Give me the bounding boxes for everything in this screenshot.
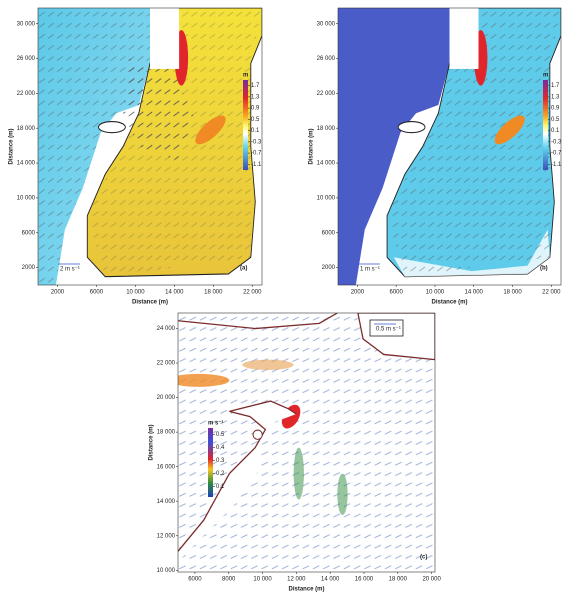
colorbar-tick-label: -0.7 — [551, 151, 562, 157]
scale-label: 1 m s⁻¹ — [360, 267, 380, 273]
colorbar-tick-label: -1.1 — [251, 162, 262, 168]
colorbar-tick-label: 0.2 — [216, 471, 225, 477]
colorbar — [243, 80, 248, 170]
colorbar-tick-label: 0.9 — [551, 106, 560, 112]
plot-frame — [337, 7, 562, 286]
y-tick-label: 24 000 — [157, 326, 176, 332]
colorbar-label: m — [543, 73, 548, 79]
y-tick-label: 22 000 — [17, 91, 36, 97]
y-tick-label: 18 000 — [317, 126, 336, 132]
x-tick-label: 12 000 — [287, 577, 306, 583]
x-tick-label: 2000 — [351, 290, 365, 296]
y-tick-label: 16 000 — [157, 464, 176, 470]
x-tick-label: 10 000 — [426, 290, 445, 296]
x-tick-label: 18 000 — [503, 290, 522, 296]
colorbar-label: m — [243, 73, 248, 79]
x-tick-label: 14 000 — [465, 290, 484, 296]
x-tick-label: 18 000 — [204, 290, 223, 296]
y-tick-label: 30 000 — [317, 21, 336, 27]
y-tick-label: 30 000 — [17, 21, 36, 27]
x-tick-label: 14 000 — [165, 290, 184, 296]
x-tick-label: 16 000 — [355, 577, 374, 583]
x-tick-label: 6000 — [90, 290, 104, 296]
y-tick-label: 10 000 — [17, 195, 36, 201]
scale-label: 2 m s⁻¹ — [60, 267, 80, 273]
y-tick-label: 14 000 — [157, 499, 176, 505]
colorbar-tick-label: 1.7 — [551, 83, 560, 89]
x-axis-title: Distance (m) — [288, 587, 324, 593]
y-tick-label: 26 000 — [317, 56, 336, 62]
colorbar-tick-label: 1.7 — [251, 83, 260, 89]
colorbar-tick-label: 0.3 — [216, 458, 225, 464]
y-tick-label: 14 000 — [317, 161, 336, 167]
x-tick-label: 22 000 — [542, 290, 561, 296]
colorbar-tick-label: -1.1 — [551, 162, 562, 168]
y-axis-title: Distance (m) — [149, 424, 155, 460]
panel-label: (a) — [240, 266, 247, 272]
x-tick-label: 18 000 — [389, 577, 408, 583]
colorbar-tick-label: 1.3 — [251, 94, 260, 100]
colorbar-tick-label: -0.7 — [251, 151, 262, 157]
scale-label: 0.5 m s⁻¹ — [376, 327, 401, 333]
y-tick-label: 10 000 — [317, 195, 336, 201]
plot-frame — [37, 7, 263, 286]
x-tick-label: 20 000 — [422, 577, 441, 583]
colorbar-tick-label: 0.5 — [216, 432, 225, 438]
colorbar-tick-label: 0.5 — [251, 117, 260, 123]
x-axis-title: Distance (m) — [431, 300, 467, 306]
x-tick-label: 6000 — [188, 577, 202, 583]
x-tick-label: 2000 — [51, 290, 65, 296]
y-tick-label: 22 000 — [157, 361, 176, 367]
panel-label: (c) — [420, 555, 427, 561]
x-tick-label: 14 000 — [321, 577, 340, 583]
map-a — [38, 8, 262, 285]
panel-label: (b) — [540, 266, 548, 272]
x-tick-label: 6000 — [389, 290, 403, 296]
colorbar-label: m s⁻¹ — [208, 420, 224, 427]
y-tick-label: 18 000 — [157, 430, 176, 436]
colorbar-tick-label: 1.3 — [551, 94, 560, 100]
map-b — [338, 8, 561, 285]
y-tick-label: 22 000 — [317, 91, 336, 97]
colorbar — [208, 428, 213, 497]
x-tick-label: 22 000 — [243, 290, 262, 296]
y-tick-label: 12 000 — [157, 533, 176, 539]
y-tick-label: 26 000 — [17, 56, 36, 62]
y-tick-label: 6000 — [22, 230, 36, 236]
y-tick-label: 10 000 — [157, 568, 176, 574]
x-tick-label: 8000 — [222, 577, 236, 583]
colorbar-tick-label: 0.1 — [551, 128, 560, 134]
map-c — [178, 313, 435, 572]
colorbar-tick-label: 0.1 — [251, 128, 260, 134]
y-axis-title: Distance (m) — [9, 128, 15, 164]
plot-frame — [177, 312, 436, 573]
colorbar-tick-label: 0.1 — [216, 484, 225, 490]
colorbar — [543, 80, 548, 170]
colorbar-tick-label: 0.4 — [216, 445, 225, 451]
y-tick-label: 2000 — [322, 265, 336, 271]
y-tick-label: 6000 — [322, 230, 336, 236]
x-tick-label: 10 000 — [253, 577, 272, 583]
x-axis-title: Distance (m) — [132, 300, 168, 306]
y-tick-label: 18 000 — [17, 126, 36, 132]
colorbar-tick-label: -0.3 — [551, 139, 562, 145]
x-tick-label: 10 000 — [126, 290, 145, 296]
colorbar-tick-label: 0.9 — [251, 106, 260, 112]
y-tick-label: 20 000 — [157, 395, 176, 401]
y-axis-title: Distance (m) — [309, 128, 315, 164]
y-tick-label: 14 000 — [17, 161, 36, 167]
colorbar-tick-label: 0.5 — [551, 117, 560, 123]
colorbar-tick-label: -0.3 — [251, 139, 262, 145]
y-tick-label: 2000 — [22, 265, 36, 271]
